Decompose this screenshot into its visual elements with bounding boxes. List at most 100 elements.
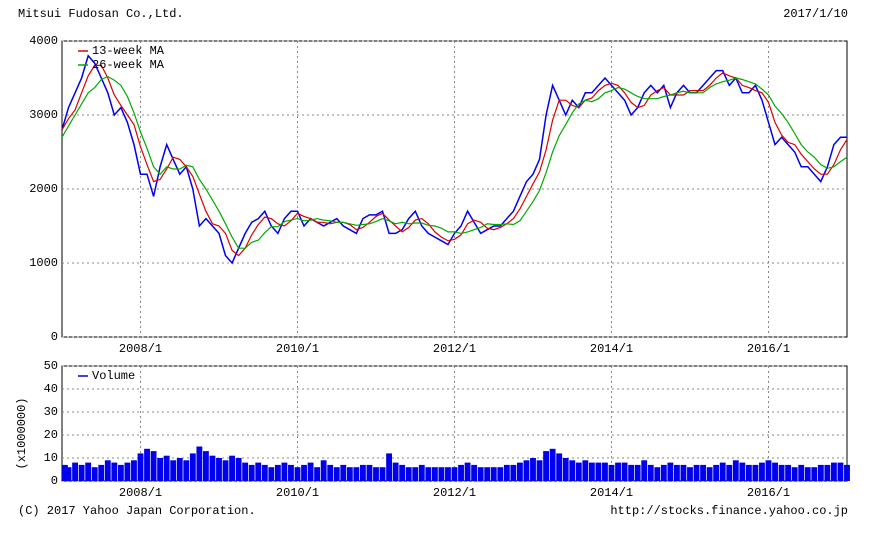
volume-bar	[235, 458, 242, 481]
volume-bar	[104, 460, 111, 481]
volume-bar	[366, 464, 373, 481]
volume-bar	[392, 462, 399, 481]
volume-bar	[405, 467, 412, 481]
volume-bar	[569, 460, 576, 481]
volume-bar	[451, 467, 458, 481]
volume-bar	[477, 467, 484, 481]
volume-bar	[196, 446, 203, 481]
volume-bar	[91, 467, 98, 481]
volume-bar	[621, 462, 628, 481]
volume-bar	[412, 467, 419, 481]
volume-bar	[824, 464, 831, 481]
x-tick-label: 2010/1	[276, 342, 319, 356]
volume-bar	[288, 464, 294, 481]
volume-bar	[687, 467, 693, 481]
volume-bar	[745, 464, 752, 481]
volume-bar	[503, 464, 510, 481]
volume-bar	[431, 467, 438, 481]
volume-bar	[150, 451, 157, 481]
y-axis-label: (x1000000)	[15, 397, 29, 469]
price-line	[61, 54, 847, 265]
volume-bar	[183, 460, 190, 481]
volume-bar	[510, 464, 517, 481]
volume-bar	[817, 464, 824, 481]
y-tick-label: 0	[51, 474, 58, 488]
date: 2017/1/10	[783, 7, 848, 21]
volume-bar	[667, 462, 674, 481]
volume-bar	[137, 453, 144, 481]
volume-bar	[647, 464, 654, 481]
volume-bar	[530, 458, 536, 481]
volume-bar	[549, 448, 556, 481]
volume-bar	[516, 462, 523, 481]
volume-bar	[680, 464, 687, 481]
volume-bar	[484, 467, 491, 481]
volume-bar	[327, 464, 334, 481]
volume-bar	[340, 464, 347, 481]
volume-bar	[765, 460, 772, 481]
volume-bar	[255, 462, 262, 481]
volume-bar	[602, 462, 608, 481]
volume-bar	[301, 464, 307, 481]
volume-bar	[418, 464, 425, 481]
volume-bar	[62, 464, 68, 481]
legend-label: 13-week MA	[92, 44, 165, 58]
volume-bar	[628, 464, 635, 481]
volume-bar	[778, 464, 785, 481]
volume-bar	[72, 462, 79, 481]
legend-label: 26-week MA	[92, 58, 165, 72]
copyright: (C) 2017 Yahoo Japan Corporation.	[18, 504, 256, 518]
volume-bar	[536, 460, 543, 481]
volume-bar	[248, 464, 255, 481]
volume-bar	[582, 460, 589, 481]
chart-title: Mitsui Fudosan Co.,Ltd.	[18, 7, 184, 21]
volume-bar	[294, 467, 301, 481]
volume-bar	[65, 467, 72, 481]
y-tick-label: 50	[44, 359, 58, 373]
volume-bar	[117, 464, 124, 481]
volume-bar	[281, 462, 288, 481]
x-tick-label: 2008/1	[119, 486, 162, 500]
volume-bar	[752, 464, 759, 481]
volume-bar	[425, 467, 432, 481]
volume-bar	[497, 467, 504, 481]
volume-bar	[320, 460, 327, 481]
volume-bar	[144, 448, 150, 481]
price-line	[61, 75, 848, 249]
volume-bar	[811, 467, 818, 481]
volume-bar	[791, 467, 798, 481]
volume-bar	[608, 464, 615, 481]
volume-bar	[111, 462, 118, 481]
volume-bar	[445, 467, 451, 481]
volume-bar	[346, 467, 353, 481]
y-tick-label: 0	[51, 330, 58, 344]
volume-bar	[359, 464, 366, 481]
volume-bar	[490, 467, 497, 481]
volume-bar	[386, 453, 393, 481]
volume-bar	[209, 455, 216, 481]
x-tick-label: 2014/1	[590, 342, 633, 356]
volume-bar	[844, 464, 850, 481]
y-tick-label: 10	[44, 451, 58, 465]
volume-bar	[830, 462, 837, 481]
volume-bar	[379, 467, 386, 481]
volume-bar	[274, 464, 281, 481]
source-url: http://stocks.finance.yahoo.co.jp	[610, 504, 848, 518]
volume-bar	[726, 464, 733, 481]
y-tick-label: 2000	[29, 182, 58, 196]
y-tick-label: 1000	[29, 256, 58, 270]
volume-bar	[523, 460, 530, 481]
volume-bar	[634, 464, 641, 481]
volume-bar	[641, 460, 648, 481]
x-tick-label: 2012/1	[433, 486, 476, 500]
volume-bar	[706, 467, 713, 481]
y-tick-label: 40	[44, 382, 58, 396]
volume-bar	[785, 464, 792, 481]
volume-bar	[562, 458, 569, 481]
x-tick-label: 2010/1	[276, 486, 319, 500]
volume-bar	[202, 451, 209, 481]
volume-bar	[772, 462, 778, 481]
volume-bar	[804, 467, 811, 481]
volume-bar	[222, 460, 229, 481]
